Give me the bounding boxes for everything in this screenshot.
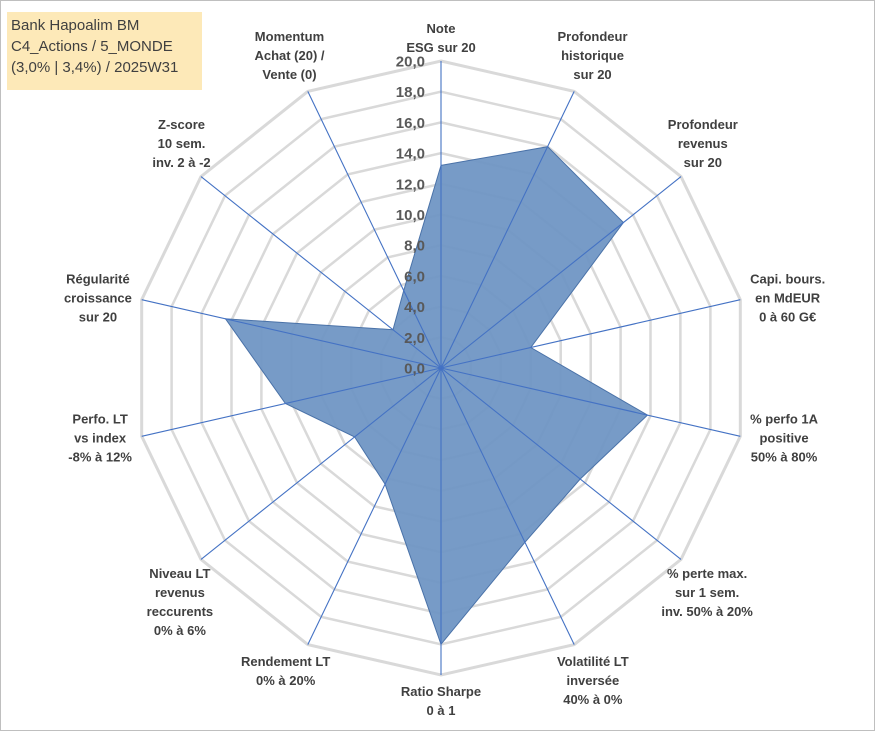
tick-label-10: 20,0 (396, 54, 425, 71)
spoke-1 (440, 91, 575, 369)
axis-label-8: Rendement LT 0% à 20% (241, 652, 330, 690)
axis-label-10: Perfo. LT vs index -8% à 12% (68, 410, 132, 467)
tick-label-6: 12,0 (396, 176, 425, 193)
axis-label-4-line-1: positive (759, 430, 809, 446)
axis-label-5: % perte max. sur 1 sem. inv. 50% à 20% (661, 564, 753, 621)
chart-title-line-1: Bank Hapoalim BM (11, 17, 140, 34)
axis-label-2-line-1: revenus (677, 135, 728, 151)
axis-label-12-line-1: 10 sem. (157, 135, 206, 151)
axis-label-13: Momentum Achat (20) / Vente (0) (254, 27, 324, 84)
chart-title-line-2: C4_Actions / 5_MONDE (11, 38, 173, 55)
axis-label-8-line-1: 0% à 20% (256, 672, 316, 688)
axis-label-1-line-2: sur 20 (573, 67, 612, 83)
spoke-layer (141, 61, 741, 675)
axis-label-10-line-0: Perfo. LT (72, 411, 128, 427)
axis-label-2: Profondeur revenus sur 20 (668, 115, 738, 172)
tick-label-5: 10,0 (396, 207, 425, 224)
axis-label-7: Ratio Sharpe 0 à 1 (401, 682, 481, 720)
chart-title-line-3: (3,0% | 3,4%) / 2025W31 (11, 59, 179, 76)
spoke-10 (141, 367, 442, 437)
axis-label-3-line-1: en MdEUR (755, 290, 821, 306)
axis-label-1: Profondeur historique sur 20 (557, 27, 627, 84)
axis-label-5-line-2: inv. 50% à 20% (661, 604, 753, 620)
tick-label-9: 18,0 (396, 84, 425, 101)
axis-label-3: Capi. bours. en MdEUR 0 à 60 G€ (750, 269, 825, 326)
tick-label-2: 4,0 (404, 299, 425, 316)
tick-label-7: 14,0 (396, 146, 425, 163)
axis-label-11-line-1: croissance (63, 290, 132, 306)
axis-label-2-line-0: Profondeur (667, 116, 738, 132)
axis-label-0-line-1: ESG sur 20 (406, 40, 476, 55)
axis-label-3-line-2: 0 à 60 G€ (759, 309, 817, 325)
axis-label-10-line-1: vs index (74, 430, 127, 446)
axis-label-4-line-0: % perfo 1A (750, 411, 818, 427)
axis-label-8-line-0: Rendement LT (240, 653, 331, 669)
axis-label-7-line-0: Ratio Sharpe (400, 684, 482, 699)
axis-label-10-line-2: -8% à 12% (68, 449, 132, 465)
spoke-9 (200, 367, 442, 560)
axis-label-11-line-2: sur 20 (78, 309, 118, 325)
spoke-8 (307, 367, 442, 645)
axis-label-6-line-0: Volatilité LT (556, 653, 629, 669)
axis-label-9: Niveau LT revenus reccurents 0% à 6% (147, 564, 213, 640)
axis-label-11: Régularité croissance sur 20 (64, 269, 132, 326)
chart-title-box: Bank Hapoalim BM C4_Actions / 5_MONDE (3… (7, 12, 202, 90)
axis-label-12-line-2: inv. 2 à -2 (152, 154, 211, 170)
axis-label-4: % perfo 1A positive 50% à 80% (750, 410, 818, 467)
axis-label-7-line-1: 0 à 1 (426, 703, 456, 718)
tick-label-8: 16,0 (396, 115, 425, 132)
axis-label-6: Volatilité LT inversée 40% à 0% (557, 652, 629, 709)
tick-label-4: 8,0 (404, 238, 425, 255)
axis-label-6-line-1: inversée (566, 672, 620, 688)
axis-label-12-line-0: Z-score (158, 116, 206, 132)
spoke-12 (200, 176, 442, 369)
axis-label-5-line-1: sur 1 sem. (674, 585, 740, 601)
spoke-5 (440, 367, 682, 560)
axis-label-6-line-2: 40% à 0% (563, 691, 623, 707)
spoke-3 (440, 299, 741, 369)
spoke-4 (440, 367, 741, 437)
axis-label-3-line-0: Capi. bours. (750, 271, 826, 287)
axis-label-0-line-0: Note (426, 21, 456, 36)
axis-label-13-line-2: Vente (0) (262, 67, 317, 83)
axis-label-0: Note ESG sur 20 (406, 19, 475, 57)
axis-label-9-line-0: Niveau LT (149, 566, 211, 582)
axis-label-5-line-0: % perte max. (667, 566, 748, 582)
spoke-11 (141, 299, 442, 369)
spoke-6 (440, 367, 575, 645)
axis-label-9-line-3: 0% à 6% (153, 623, 206, 639)
axis-label-1-line-0: Profondeur (557, 29, 628, 45)
axis-label-9-line-2: reccurents (146, 604, 214, 620)
axis-label-11-line-0: Régularité (66, 271, 130, 287)
tick-label-0: 0,0 (404, 361, 425, 378)
tick-label-1: 2,0 (404, 330, 425, 347)
axis-label-13-line-1: Achat (20) / (254, 48, 325, 64)
spoke-2 (440, 176, 682, 369)
axis-label-2-line-2: sur 20 (683, 154, 722, 170)
axis-label-4-line-2: 50% à 80% (750, 449, 818, 465)
tick-label-3: 6,0 (404, 268, 425, 285)
axis-label-1-line-1: historique (561, 48, 624, 64)
axis-label-9-line-1: revenus (154, 585, 205, 601)
tick-layer: 0,0 2,0 4,0 6,0 8,0 10,0 12,0 14,0 16,0 18,0 20,0 (396, 54, 425, 378)
axis-label-12: Z-score 10 sem. inv. 2 à -2 (152, 115, 210, 172)
spoke-13 (307, 91, 442, 369)
axis-label-13-line-0: Momentum (254, 29, 325, 45)
